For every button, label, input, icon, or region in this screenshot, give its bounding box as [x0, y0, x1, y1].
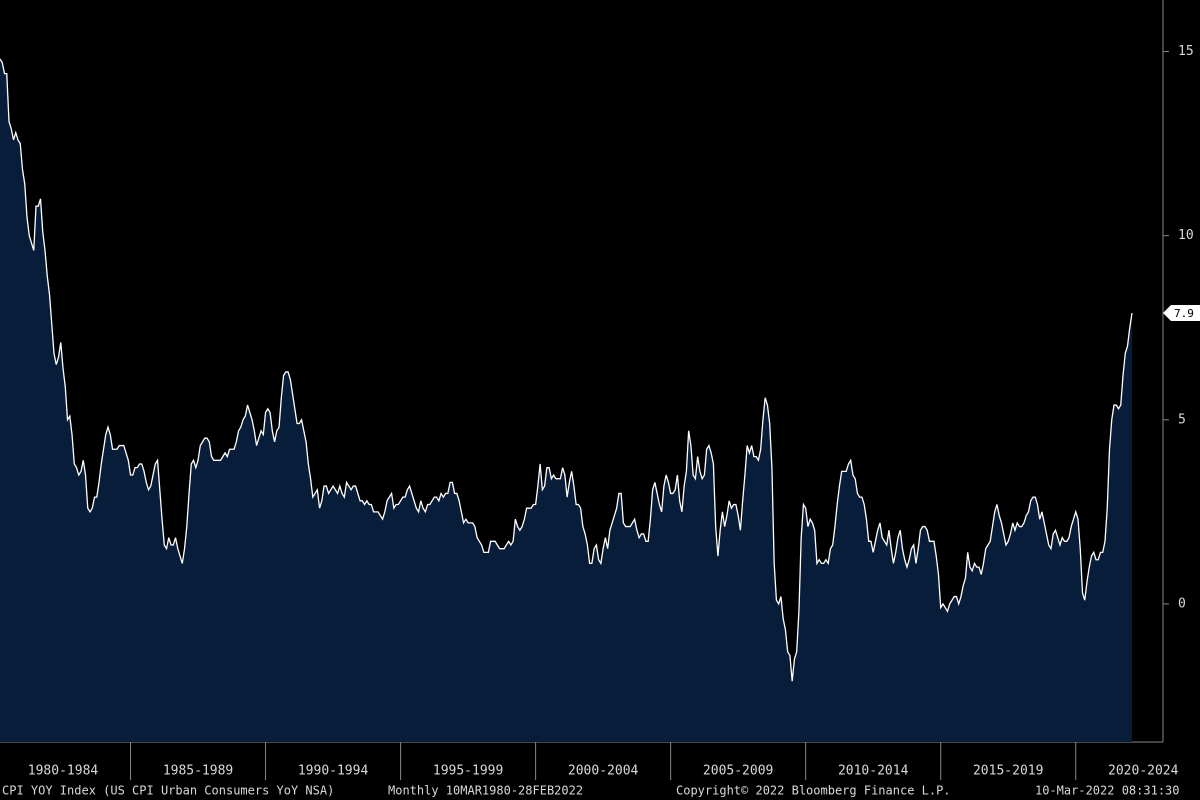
last-value-label: 7.9: [1174, 307, 1194, 320]
x-tick-label: 1995-1999: [433, 764, 503, 779]
area-fill: [0, 58, 1132, 743]
footer-text: Monthly 10MAR1980-28FEB2022: [388, 784, 583, 798]
y-tick-label: 0: [1178, 596, 1186, 611]
footer-text: CPI YOY Index (US CPI Urban Consumers Yo…: [2, 784, 334, 798]
x-tick-label: 2010-2014: [838, 764, 909, 779]
y-tick-label: 10: [1178, 228, 1194, 243]
x-tick-label: 2000-2004: [568, 764, 639, 779]
x-tick-label: 2005-2009: [703, 764, 773, 779]
x-tick-label: 1990-1994: [298, 764, 369, 779]
x-tick-label: 2015-2019: [973, 764, 1043, 779]
x-tick-label: 2020-2024: [1108, 764, 1179, 779]
x-tick-label: 1980-1984: [28, 764, 99, 779]
y-tick-label: 15: [1178, 44, 1194, 59]
line: [0, 58, 1133, 682]
last-value-box: [1163, 305, 1200, 322]
x-tick-label: 1985-1989: [163, 764, 233, 779]
y-tick-label: 5: [1178, 412, 1186, 427]
footer-text: Copyright© 2022 Bloomberg Finance L.P.: [676, 784, 951, 798]
footer-text: 10-Mar-2022 08:31:30: [1035, 784, 1180, 798]
